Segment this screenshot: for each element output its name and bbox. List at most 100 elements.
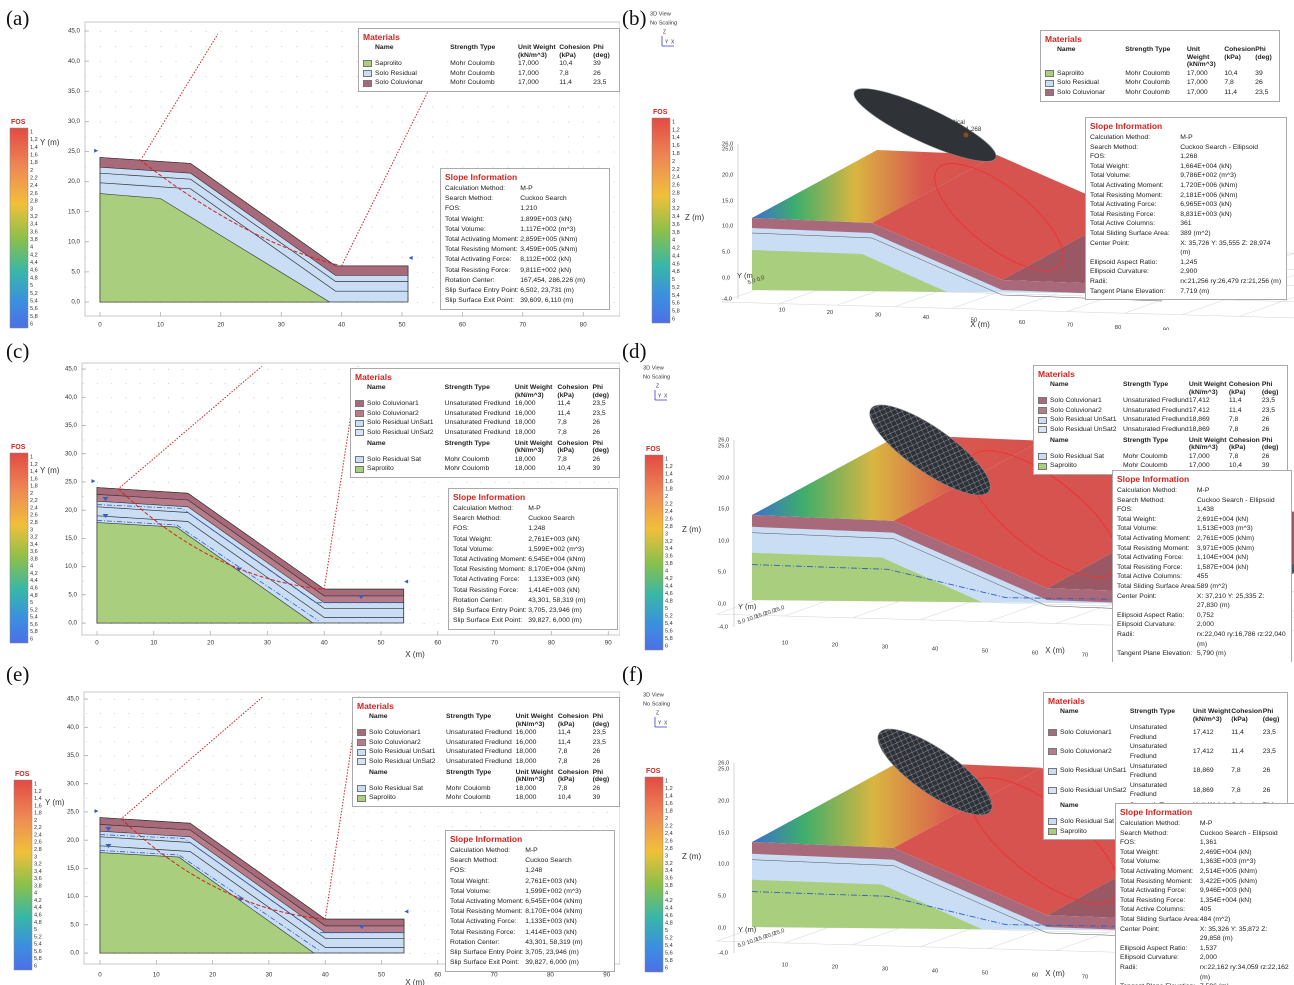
info-value: 3,971E+005 (kNm) bbox=[1196, 544, 1255, 552]
x-tick-label: 10 bbox=[782, 641, 788, 647]
slope-info-row: Ellipsoid Aspect Ratio: 1,245 bbox=[1090, 258, 1282, 268]
info-label: Slip Surface Exit Point: bbox=[450, 959, 520, 967]
info-value: Cuckoo Search bbox=[528, 515, 575, 523]
fos-tick-label: 2,2 bbox=[30, 176, 38, 182]
material-cell: 11,4 bbox=[557, 738, 571, 746]
material-cell: 7,8 bbox=[557, 428, 567, 436]
panel: (c) FOS 1 1,2 1,4 1,6 1,8 2 2,2 2,4 2,6 2,8 3 3,2 3,4 3… bbox=[0, 333, 620, 662]
info-label: Total Activating Moment: bbox=[453, 556, 527, 564]
info-label: Total Resisting Moment: bbox=[1120, 877, 1193, 885]
material-cell: Unsaturated Fredlund bbox=[444, 409, 511, 417]
z-tick-label: 0,0 bbox=[722, 276, 730, 282]
fos-tick-label: 5 bbox=[30, 283, 33, 289]
slope-info-row: Slip Surface Exit Point: 39,827, 6,000 (m… bbox=[450, 958, 610, 968]
y-tick-label: 0,0 bbox=[68, 620, 77, 627]
fos-tick-label: 1,4 bbox=[672, 135, 680, 141]
fos-tick-label: 3,6 bbox=[34, 876, 42, 882]
material-cell: 7,8 bbox=[557, 419, 567, 427]
material-cell: Solo Coluvionar1 bbox=[369, 729, 421, 737]
info-label: Total Resisting Force: bbox=[453, 586, 519, 594]
header-cell: Unit Weight (kN/m^3) bbox=[1188, 381, 1227, 396]
material-cell: 18,000 bbox=[515, 748, 537, 756]
info-label: Radii: bbox=[1117, 630, 1135, 638]
fos-tick-label: 4,8 bbox=[30, 593, 38, 599]
material-cell: Solo Residual UnSat2 bbox=[1060, 786, 1127, 794]
material-cell: Unsaturated Fredlund bbox=[1122, 406, 1189, 414]
header-cell: Name bbox=[1060, 708, 1079, 715]
material-cell: 7,8 bbox=[1228, 425, 1239, 433]
x-tick-label: 50 bbox=[982, 649, 988, 655]
info-label: Total Weight: bbox=[1090, 162, 1130, 170]
x-tick-label: 0 bbox=[98, 322, 102, 329]
slip-surface bbox=[120, 817, 325, 920]
fos-tick-label: 1 bbox=[30, 454, 33, 460]
slope-info-row: Total Resisting Moment: 8,170E+004 (kNm) bbox=[453, 565, 613, 575]
fos-tick-label: 3,2 bbox=[665, 861, 673, 867]
header-cell: Unit Weight (kN/m^3) bbox=[514, 384, 553, 399]
fos-tick-label: 1,6 bbox=[665, 801, 673, 807]
material-cell: 23,5 bbox=[1262, 728, 1276, 736]
info-value: 2,900 bbox=[1180, 268, 1198, 276]
info-label: Total Resisting Force: bbox=[445, 266, 511, 274]
slope-info-row: FOS: 1,438 bbox=[1117, 505, 1287, 515]
info-value: 6,502, 23,731 (m) bbox=[520, 287, 574, 295]
material-swatch bbox=[357, 785, 366, 793]
fos-tick-label: 2 bbox=[665, 494, 668, 500]
info-value: rx:21,256 ry:26,479 rz:21,256 (m) bbox=[1180, 277, 1282, 285]
material-cell: 26 bbox=[593, 69, 601, 77]
material-cell: 7,8 bbox=[557, 748, 568, 756]
water-marker bbox=[358, 925, 365, 930]
x-tick-label: 30 bbox=[278, 322, 285, 329]
material-cell: 11,4 bbox=[557, 400, 571, 408]
info-value: 3,422E+005 (kNm) bbox=[1199, 877, 1258, 885]
fos-tick-label: 6 bbox=[30, 321, 33, 327]
info-value: 3,705, 23,946 (m) bbox=[525, 949, 579, 957]
x-tick-label: 70 bbox=[519, 322, 526, 329]
fos-tick-label: 4,4 bbox=[30, 260, 38, 266]
slope-info-row: Total Volume: 1,513E+003 (m^3) bbox=[1117, 524, 1287, 534]
y-tick-label: 5,0 bbox=[737, 618, 746, 626]
material-swatch bbox=[1048, 767, 1057, 775]
slope-info-row: Total Resisting Moment: 8,170E+004 (kNm) bbox=[450, 907, 610, 917]
material-cell: 18,869 bbox=[1192, 767, 1214, 775]
info-label: Total Resisting Moment: bbox=[1117, 544, 1190, 552]
material-swatch bbox=[1048, 748, 1057, 756]
fos-tick-label: 2,2 bbox=[34, 825, 42, 831]
material-cell: 23,5 bbox=[592, 400, 606, 408]
slope-info-row: Center Point: X: 35,726 Y: 35,555 Z: 28,9… bbox=[1090, 239, 1282, 258]
info-label: Ellipsoid Aspect Ratio: bbox=[1117, 611, 1185, 619]
x-tick-label: 10 bbox=[779, 308, 785, 314]
fos-tick-label: 1,6 bbox=[34, 803, 42, 809]
fos-tick-label: 1,8 bbox=[30, 160, 38, 166]
z-tick-label: -4,0 bbox=[722, 297, 732, 303]
material-cell: 11,4 bbox=[1224, 88, 1238, 96]
slope-info-row: Tangent Plane Elevation: 5,790 (m) bbox=[1117, 649, 1287, 659]
slope-info-title: Slope Information bbox=[1090, 121, 1163, 131]
info-value: 5,790 (m) bbox=[1196, 650, 1226, 658]
material-swatch bbox=[355, 429, 364, 437]
water-table bbox=[99, 850, 320, 952]
x-tick-label: 30 bbox=[264, 640, 271, 647]
y-tick-label: 10,0 bbox=[746, 937, 758, 946]
fos-tick-label: 2,8 bbox=[665, 846, 673, 852]
slope-info-box: Slope Information Calculation Method: M-P S… bbox=[440, 168, 610, 311]
fos-tick-label: 5,2 bbox=[672, 285, 680, 291]
y-tick-label: 5,0 bbox=[68, 591, 77, 598]
y-tick-label: 20,0 bbox=[65, 507, 78, 514]
info-value: 1,210 bbox=[520, 205, 538, 213]
fos-tick-label: 3,6 bbox=[672, 222, 680, 228]
axis-icon-z: Z bbox=[663, 29, 666, 35]
materials-title: Materials bbox=[355, 372, 392, 382]
fos-tick-label: 1,2 bbox=[665, 464, 673, 470]
info-value: 1,117E+002 (m^3) bbox=[520, 225, 576, 233]
slope-info-row: Total Active Columns: 405 bbox=[1120, 905, 1290, 915]
info-value: 405 bbox=[1199, 906, 1212, 914]
x-tick-label: 20 bbox=[207, 640, 214, 647]
fos-tick-label: 5 bbox=[34, 927, 37, 933]
slope-info-title: Slope Information bbox=[453, 492, 526, 502]
fos-tick-label: 2,8 bbox=[665, 524, 673, 530]
panel-label: (d) bbox=[622, 339, 647, 363]
header-cell: Strength Type bbox=[446, 768, 492, 776]
